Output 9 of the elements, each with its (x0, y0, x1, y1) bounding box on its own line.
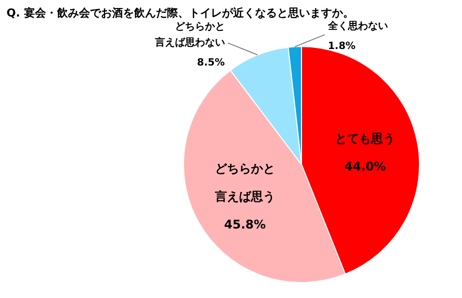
data-label: 1.8% (328, 41, 356, 52)
slice-label: 全く思わない (326, 20, 388, 32)
slice-label: どちらかと言えば思う (214, 161, 275, 204)
data-label: 8.5% (197, 57, 225, 68)
slice-label: どちらかと言えば思わない (154, 21, 225, 48)
slice-label: とても思う (335, 131, 396, 146)
chart-title: Q. 宴会・飲み会でお酒を飲んだ際、トイレが近くなると思いますか。 (6, 6, 354, 20)
data-label: 44.0% (344, 159, 386, 174)
data-label: 45.8% (224, 217, 266, 232)
